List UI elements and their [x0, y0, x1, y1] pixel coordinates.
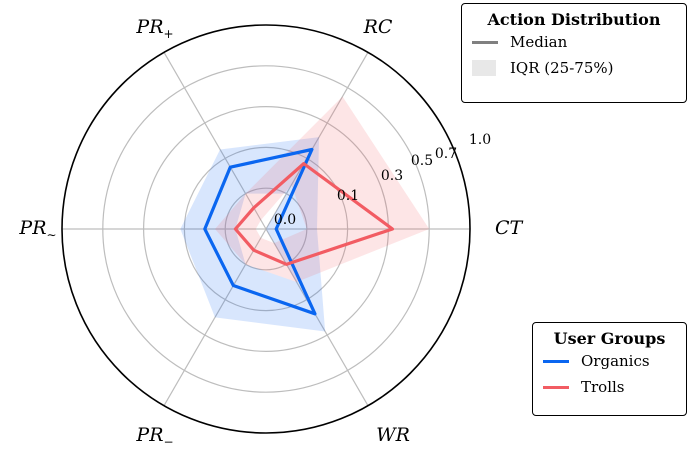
- legend-item-median: Median: [472, 29, 676, 55]
- legend-label: IQR (25-75%): [510, 59, 614, 77]
- radial-tick-label: 0.7: [435, 146, 457, 162]
- axis-label-PR_tilde: PR∼: [18, 217, 56, 242]
- outer-ring: [61, 24, 471, 434]
- legend-title: User Groups: [553, 329, 666, 348]
- axis-label-PR_minus: PR−: [135, 424, 173, 449]
- iqr-bands: [180, 96, 430, 332]
- axis-label-RC: RC: [363, 16, 393, 38]
- radial-tick-label: 0.5: [411, 153, 433, 169]
- legend-label: Trolls: [581, 378, 625, 396]
- legend-label: Organics: [581, 352, 650, 370]
- spoke-RC: [265, 52, 369, 230]
- spoke-WR: [265, 228, 369, 406]
- legend-action-distribution: Action Distribution Median IQR (25-75%): [461, 3, 687, 103]
- legend-item-iqr: IQR (25-75%): [472, 55, 676, 81]
- radial-tick-labels: 0.0 0.1 0.3 0.5 0.7 1.0: [274, 132, 491, 228]
- radial-tick-label: 0.3: [381, 168, 403, 184]
- spoke-PR_minus: [163, 228, 267, 406]
- legend-user-groups: User Groups Organics Trolls: [532, 322, 687, 416]
- radial-tick-label: 0.1: [337, 188, 359, 204]
- axis-label-PR_plus: PR+: [135, 16, 173, 41]
- median-line-organics: [203, 147, 317, 316]
- radial-tick-label: 1.0: [469, 132, 491, 148]
- iqr-band-organics: [180, 137, 326, 332]
- iqr-swatch: [472, 60, 496, 76]
- legend-title: Action Distribution: [487, 10, 661, 29]
- legend-label: Median: [510, 33, 568, 51]
- median-swatch: [472, 40, 498, 44]
- radial-tick-label: 0.0: [274, 212, 296, 228]
- axis-label-WR: WR: [376, 424, 410, 446]
- organics-swatch: [543, 359, 569, 363]
- median-line-trolls: [233, 162, 395, 266]
- axis-label-CT: CT: [495, 217, 524, 239]
- median-lines: [203, 147, 395, 316]
- legend-item-trolls: Trolls: [543, 374, 676, 400]
- legend-item-organics: Organics: [543, 348, 676, 374]
- spoke-PR_plus: [163, 52, 267, 230]
- trolls-swatch: [543, 385, 569, 389]
